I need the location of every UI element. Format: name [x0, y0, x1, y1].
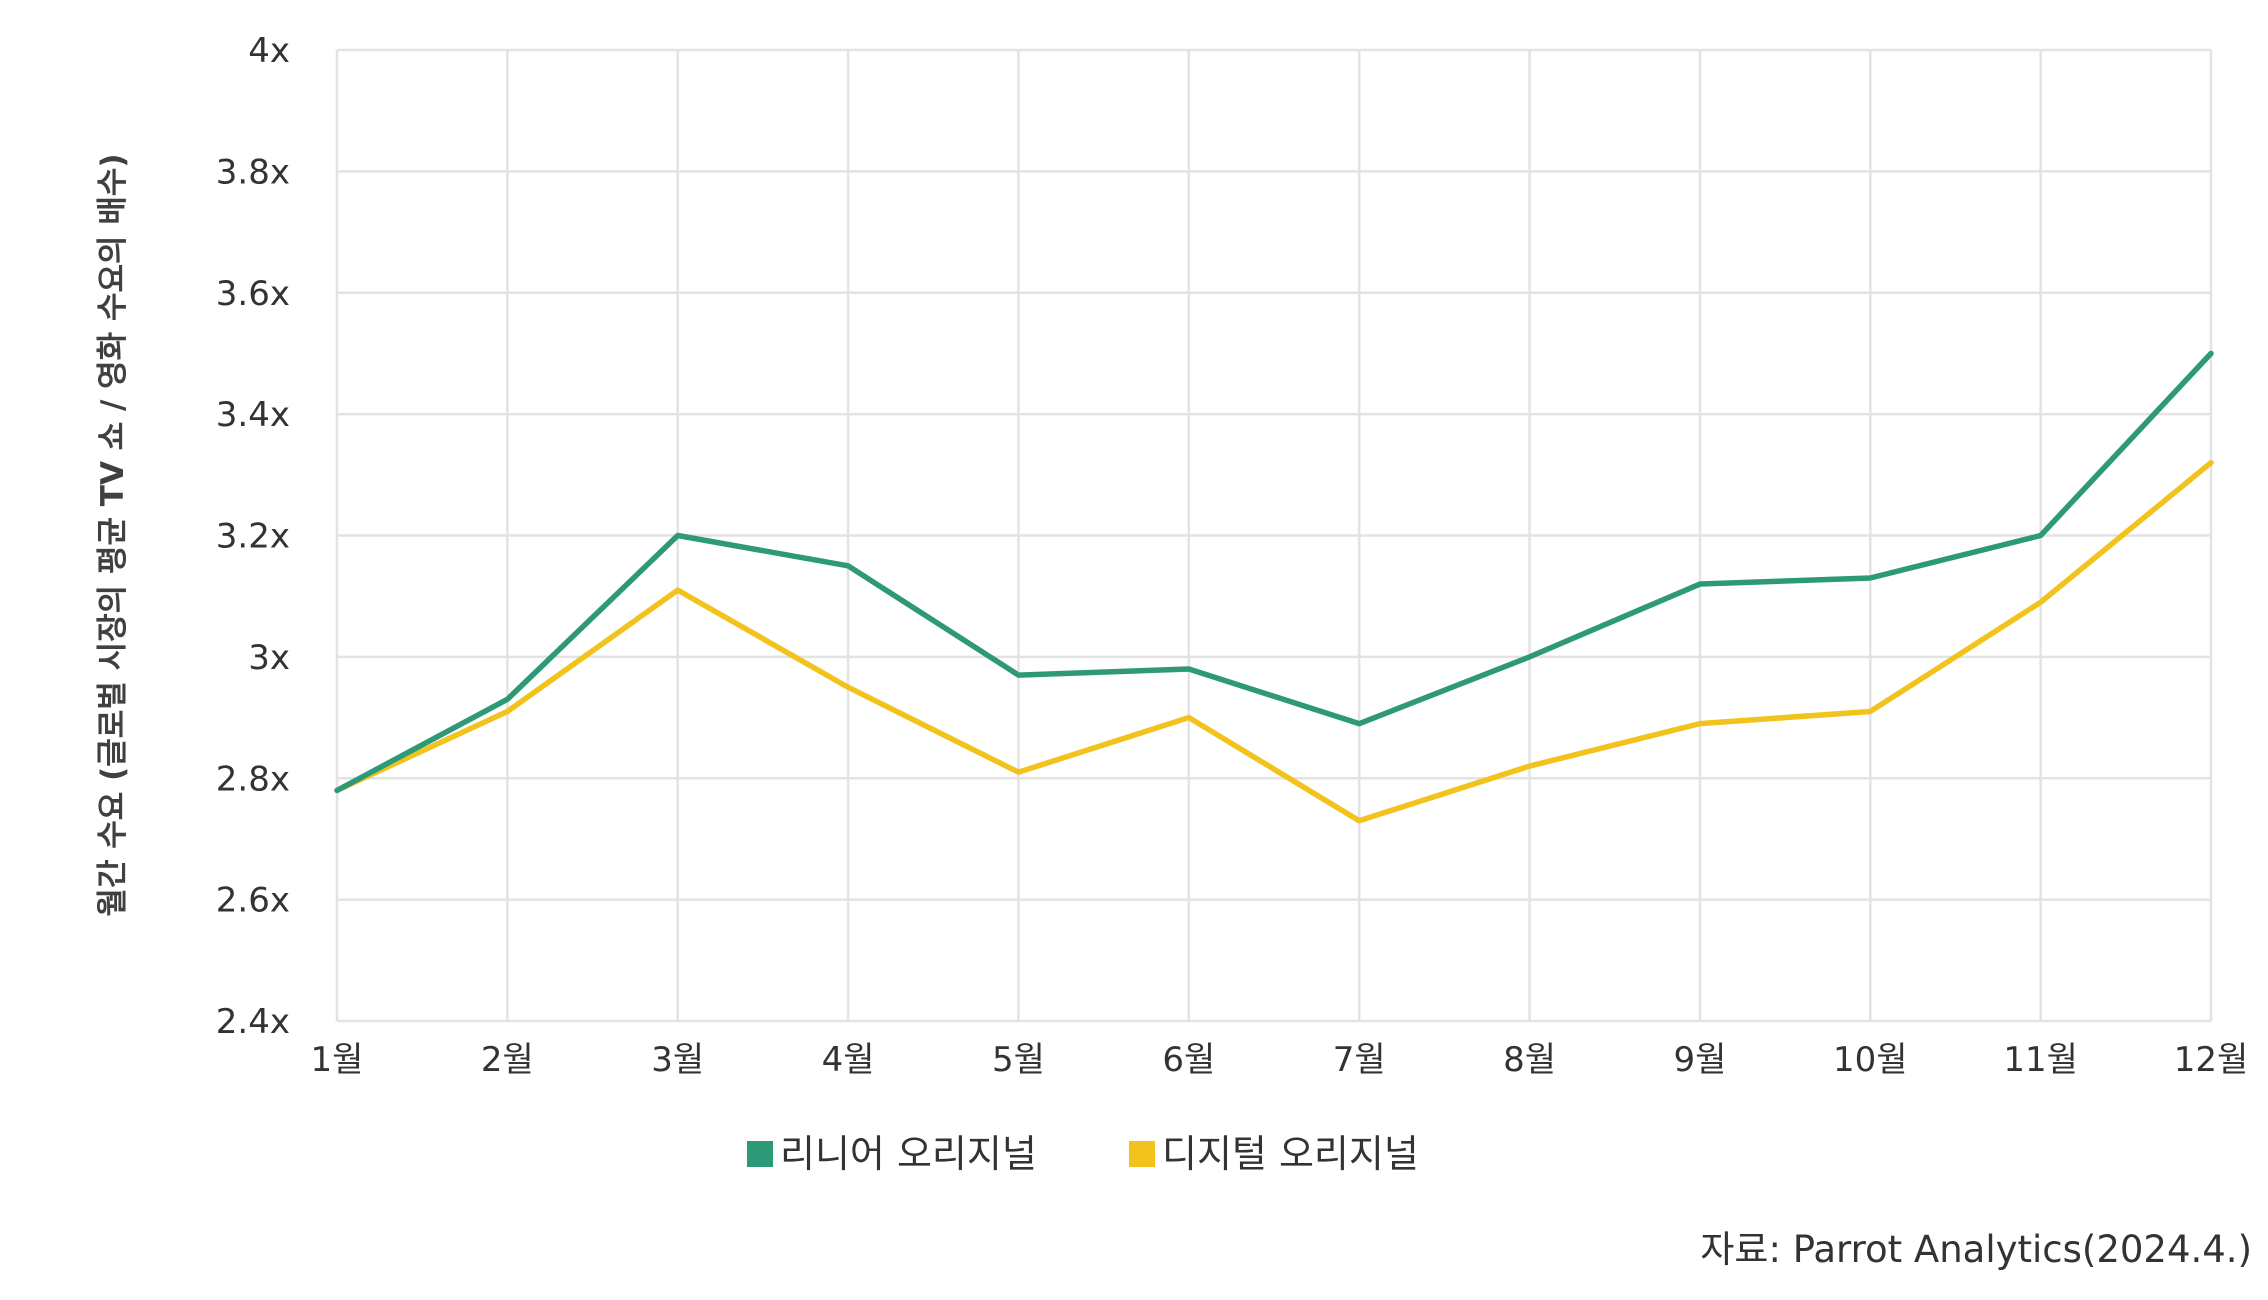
x-tick-label: 12월 [2174, 1040, 2249, 1080]
x-tick-label: 6월 [1162, 1040, 1215, 1080]
legend-label: 디지털 오리지널 [1162, 1132, 1419, 1176]
y-tick-label: 3x [248, 638, 290, 678]
y-tick-label: 2.6x [216, 881, 290, 921]
x-tick-label: 9월 [1673, 1040, 1726, 1080]
source-note: 자료: Parrot Analytics(2024.4.) [1700, 1228, 2252, 1271]
y-tick-label: 3.4x [216, 395, 290, 435]
x-axis-ticks: 1월 2월 3월 4월 5월 6월 7월 8월 9월 10월 11월 12월 [311, 1040, 2249, 1080]
legend: 리니어 오리지널 디지털 오리지널 [747, 1132, 1419, 1176]
x-tick-label: 11월 [2003, 1040, 2078, 1080]
y-tick-label: 4x [248, 31, 290, 71]
x-tick-label: 2월 [481, 1040, 534, 1080]
legend-label: 리니어 오리지널 [780, 1132, 1037, 1176]
y-tick-label: 2.8x [216, 759, 290, 799]
gridlines [335, 48, 2213, 1023]
x-tick-label: 10월 [1833, 1040, 1908, 1080]
legend-swatch [1129, 1141, 1155, 1167]
legend-swatch [747, 1141, 773, 1167]
y-tick-label: 3.8x [216, 152, 290, 192]
y-tick-label: 3.2x [216, 517, 290, 557]
x-tick-label: 4월 [822, 1040, 875, 1080]
series-line-2 [334, 459, 2214, 824]
y-axis-title: 월간 수요 (글로벌 시장의 평균 TV 쇼 / 영화 수요의 배수) [95, 153, 131, 916]
series-lines [334, 350, 2214, 824]
x-tick-label: 8월 [1503, 1040, 1556, 1080]
series-line-1 [334, 350, 2214, 794]
x-tick-label: 5월 [992, 1040, 1045, 1080]
x-tick-label: 7월 [1333, 1040, 1386, 1080]
x-tick-label: 1월 [311, 1040, 364, 1080]
y-tick-label: 2.4x [216, 1002, 290, 1042]
x-tick-label: 3월 [651, 1040, 704, 1080]
y-tick-label: 3.6x [216, 274, 290, 314]
y-axis-ticks: 2.4x 2.6x 2.8x 3x 3.2x 3.4x 3.6x 3.8x 4x [216, 31, 290, 1042]
